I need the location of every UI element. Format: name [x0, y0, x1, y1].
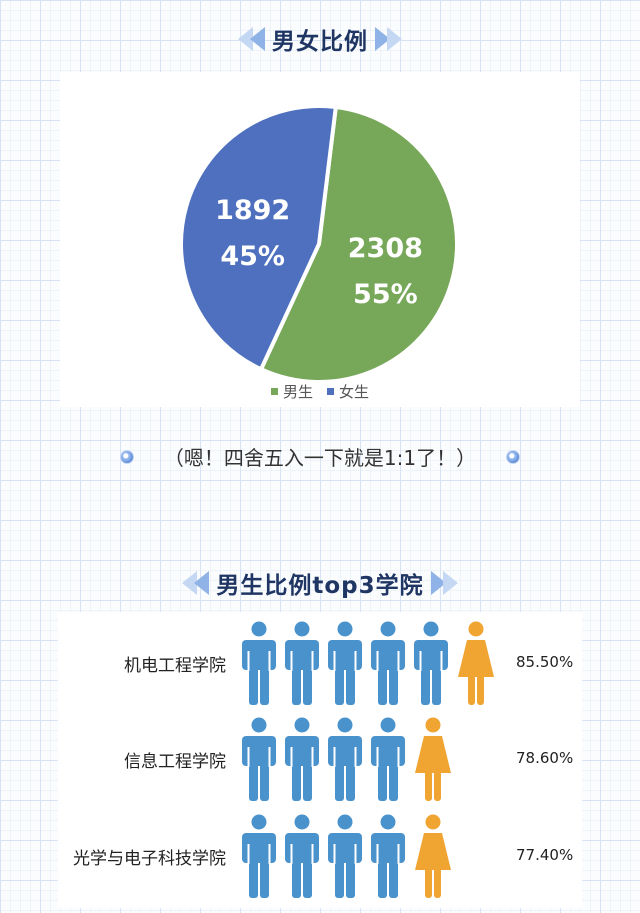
female-person-icon [414, 717, 452, 805]
male-person-icon [371, 814, 405, 902]
bullet-dot-icon [506, 449, 521, 464]
male-person-icon [328, 717, 362, 805]
right-arrows-icon [430, 571, 458, 595]
right-arrows-icon [375, 27, 402, 51]
note-text: （嗯！四舍五入一下就是1:1了！） [163, 446, 477, 470]
top3-section-header: 男生比例top3学院 [0, 566, 640, 600]
college-row: 机电工程学院 85.50% [58, 617, 582, 709]
male-person-icon [285, 621, 319, 709]
male-person-icon [285, 814, 319, 902]
pie-section-title: 男女比例 [272, 29, 368, 55]
male-person-icon [242, 814, 276, 902]
note: （嗯！四舍五入一下就是1:1了！） [0, 442, 640, 471]
pie-chart: 2308 55% 1892 45% [179, 104, 459, 384]
pie-slice-female [179, 104, 339, 372]
college-name: 光学与电子科技学院 [73, 849, 226, 869]
pie-value-label-male: 2308 [348, 233, 423, 264]
legend-label-male: 男生 [282, 383, 313, 401]
left-arrows-icon [238, 27, 265, 51]
pie-slice-male [258, 104, 459, 384]
male-person-icon [285, 717, 319, 805]
legend-swatch-male [270, 388, 278, 395]
bullet-dot-icon [119, 449, 134, 464]
college-row: 信息工程学院 78.60% [58, 713, 582, 805]
pie-value-label-female: 1892 [215, 195, 290, 226]
female-person-icon [414, 814, 452, 902]
pie-legend: 男生 女生 [0, 381, 640, 402]
pie-percent-label-female: 45% [220, 241, 285, 272]
pie-percent-label-male: 55% [353, 279, 418, 310]
people-panel [58, 612, 582, 908]
male-person-icon [328, 621, 362, 709]
male-person-icon [242, 621, 276, 709]
college-row: 光学与电子科技学院 77.40% [58, 810, 582, 902]
college-percent: 77.40% [516, 846, 574, 864]
college-percent: 78.60% [516, 749, 574, 767]
male-person-icon [414, 621, 448, 709]
college-name: 信息工程学院 [124, 752, 226, 772]
female-person-icon [457, 621, 495, 709]
male-person-icon [242, 717, 276, 805]
pie-panel: 2308 55% 1892 45% [60, 72, 580, 407]
left-arrows-icon [182, 571, 210, 595]
male-person-icon [371, 621, 405, 709]
top3-section-title: 男生比例top3学院 [216, 573, 424, 599]
legend-label-female: 女生 [339, 383, 370, 401]
legend-item-male: 男生 [270, 381, 313, 402]
legend-swatch-female [327, 388, 334, 395]
male-person-icon [371, 717, 405, 805]
college-name: 机电工程学院 [124, 656, 226, 676]
pie-section-header: 男女比例 [0, 22, 640, 56]
legend-item-female: 女生 [327, 381, 369, 402]
male-person-icon [328, 814, 362, 902]
college-percent: 85.50% [516, 653, 574, 671]
